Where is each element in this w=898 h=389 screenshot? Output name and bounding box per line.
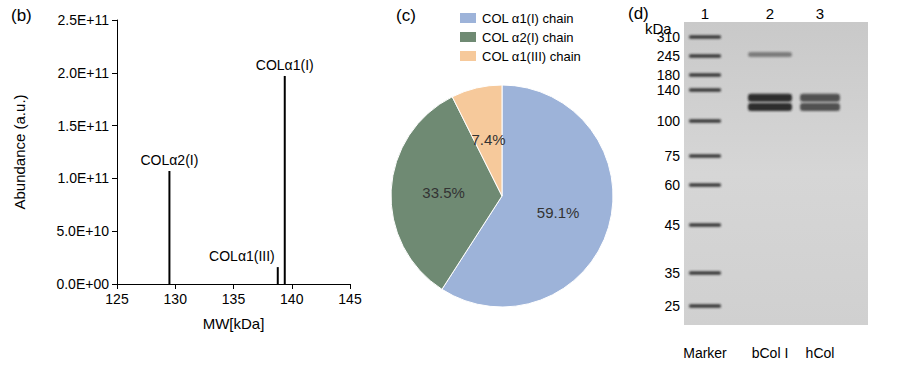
svg-text:(d): (d) (628, 4, 649, 23)
svg-text:60: 60 (664, 177, 680, 193)
svg-text:bCol I: bCol I (752, 345, 789, 361)
svg-text:2.0E+11: 2.0E+11 (57, 65, 109, 81)
svg-text:Abundance (a.u.): Abundance (a.u.) (11, 94, 28, 209)
svg-text:COLα2(I): COLα2(I) (140, 152, 198, 168)
svg-text:1.5E+11: 1.5E+11 (57, 118, 109, 134)
svg-text:COL α2(I) chain: COL α2(I) chain (482, 30, 574, 45)
svg-text:33.5%: 33.5% (422, 184, 465, 201)
svg-text:59.1%: 59.1% (537, 204, 580, 221)
svg-text:Marker: Marker (683, 345, 727, 361)
svg-text:COLα1(I): COLα1(I) (256, 57, 314, 73)
svg-text:MW[kDa]: MW[kDa] (203, 315, 265, 332)
svg-text:145: 145 (338, 291, 362, 307)
svg-text:25: 25 (664, 298, 680, 314)
svg-text:1: 1 (701, 5, 709, 22)
svg-text:COL α1(I) chain: COL α1(I) chain (482, 11, 574, 26)
svg-text:140: 140 (280, 291, 304, 307)
svg-text:2.5E+11: 2.5E+11 (57, 12, 109, 28)
svg-text:COLα1(III): COLα1(III) (209, 248, 275, 264)
svg-text:125: 125 (105, 291, 129, 307)
svg-text:45: 45 (664, 217, 680, 233)
svg-text:COL α1(III) chain: COL α1(III) chain (482, 49, 581, 64)
svg-text:1.0E+11: 1.0E+11 (57, 170, 109, 186)
svg-text:kDa: kDa (645, 20, 672, 37)
svg-text:140: 140 (657, 82, 681, 98)
svg-text:2: 2 (766, 5, 774, 22)
svg-text:75: 75 (664, 148, 680, 164)
svg-text:245: 245 (657, 48, 681, 64)
svg-text:180: 180 (657, 67, 681, 83)
svg-text:3: 3 (816, 5, 824, 22)
svg-text:130: 130 (164, 291, 188, 307)
svg-text:35: 35 (664, 265, 680, 281)
svg-text:100: 100 (657, 113, 681, 129)
svg-text:(b): (b) (11, 6, 32, 25)
svg-text:hCol: hCol (806, 345, 835, 361)
svg-text:310: 310 (657, 29, 681, 45)
svg-text:135: 135 (222, 291, 246, 307)
svg-text:5.0E+10: 5.0E+10 (56, 223, 109, 239)
svg-text:(c): (c) (396, 6, 416, 25)
svg-text:0.0E+00: 0.0E+00 (56, 276, 109, 292)
svg-text:7.4%: 7.4% (471, 131, 505, 148)
